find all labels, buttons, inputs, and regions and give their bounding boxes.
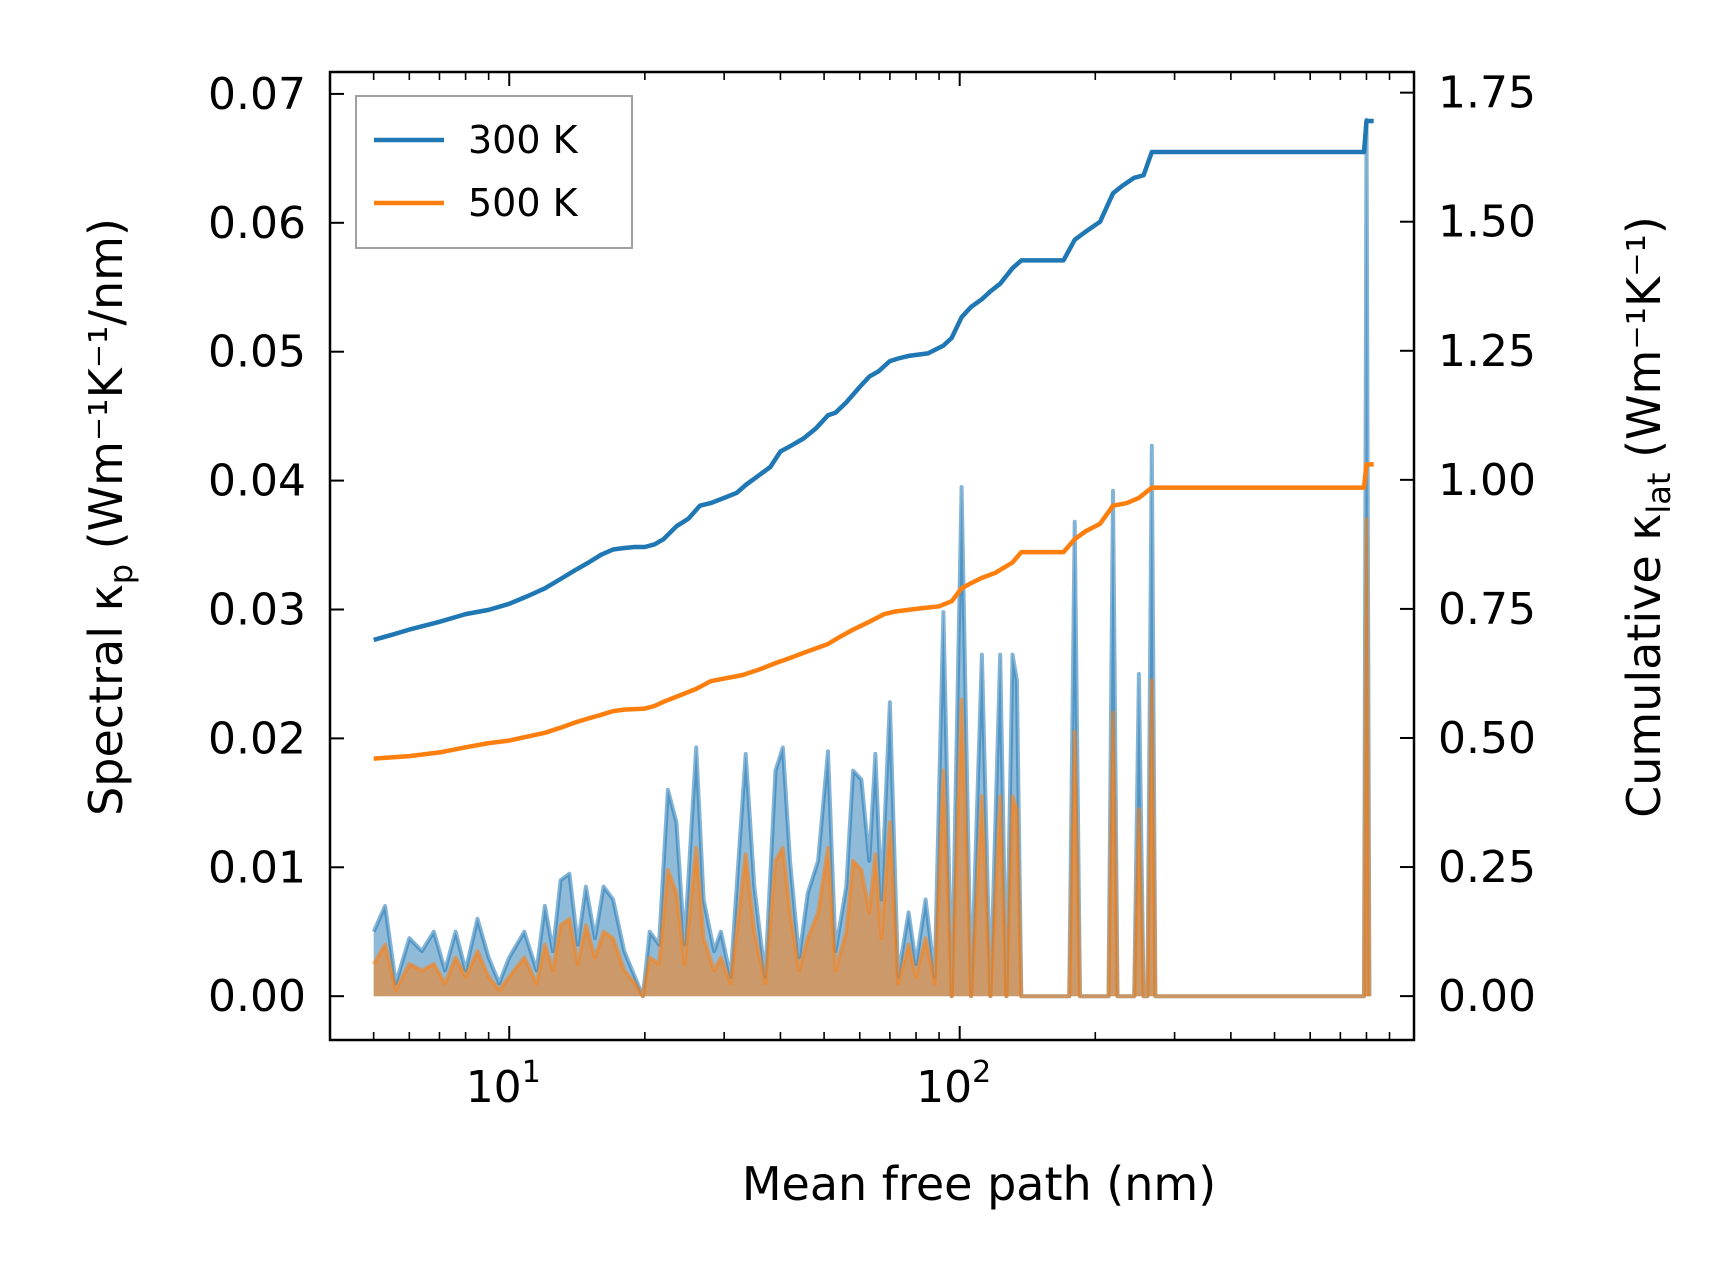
cumulative-line-500k <box>373 462 1374 761</box>
left-tick-label: 0.06 <box>208 198 306 249</box>
left-tick-label: 0.01 <box>208 842 306 893</box>
left-tick-label: 0.04 <box>208 456 306 507</box>
left-tick-label: 0.07 <box>208 69 306 120</box>
cumulative-series-layer <box>373 118 1374 761</box>
right-axis-title-main: Cumulative κ <box>1617 514 1671 818</box>
right-axis-title: Cumulative κlat (Wm⁻¹K⁻¹) <box>1617 216 1678 818</box>
right-tick-label: 0.75 <box>1438 584 1536 635</box>
legend-label-500k: 500 K <box>468 181 579 225</box>
right-tick-label: 0.00 <box>1438 971 1536 1022</box>
right-tick-label: 1.00 <box>1438 455 1536 506</box>
cumulative-line-300k <box>373 118 1374 643</box>
right-tick-label: 1.75 <box>1438 68 1536 119</box>
plot-frame <box>328 70 1416 1042</box>
right-axis-title-sub: lat <box>1640 473 1678 514</box>
left-tick-label: 0.05 <box>208 327 306 378</box>
left-tick-label: 0.00 <box>208 971 306 1022</box>
legend-frame <box>355 95 633 249</box>
right-tick-label: 1.50 <box>1438 197 1536 248</box>
left-axis-title-sub: p <box>102 564 140 584</box>
x-tick-label: 101 <box>466 1055 541 1113</box>
left-tick-label: 0.03 <box>208 584 306 635</box>
x-axis-title: Mean free path (nm) <box>742 1157 1216 1211</box>
spectral-series-layer <box>371 117 1372 999</box>
right-tick-label: 0.25 <box>1438 842 1536 893</box>
left-axis-title: Spectral κp (Wm⁻¹K⁻¹/nm) <box>79 218 140 816</box>
right-axis-title-units: (Wm⁻¹K⁻¹) <box>1617 216 1671 472</box>
right-tick-label: 1.25 <box>1438 326 1536 377</box>
spectral-line-500k <box>371 517 1372 999</box>
left-axis-title-units: (Wm⁻¹K⁻¹/nm) <box>79 218 133 564</box>
axes-layer: 0.00 0.01 0.02 0.03 0.04 0.05 0.06 0.07 0.00 0.25… <box>208 68 1536 1113</box>
x-tick-label: 102 <box>916 1055 991 1113</box>
legend: 300 K 500 K <box>355 95 633 249</box>
left-axis-title-main: Spectral κ <box>79 584 133 816</box>
legend-label-300k: 300 K <box>468 118 579 162</box>
right-tick-label: 0.50 <box>1438 713 1536 764</box>
left-tick-label: 0.02 <box>208 713 306 764</box>
